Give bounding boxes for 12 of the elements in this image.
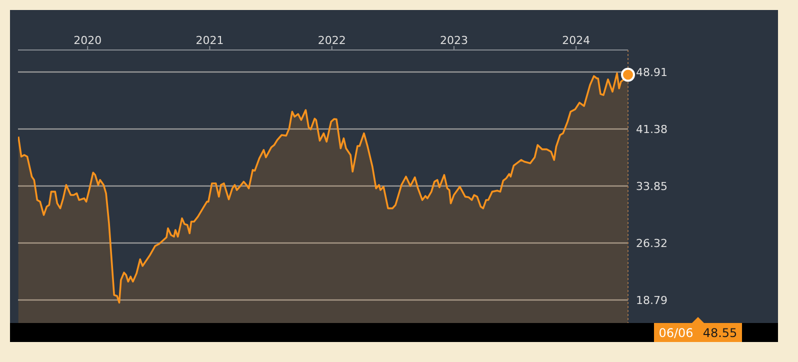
y-tick-label: 33.85: [636, 180, 668, 193]
y-tick-label: 18.79: [636, 294, 668, 307]
x-tick-label: 2021: [196, 34, 224, 47]
x-tick-label: 2020: [74, 34, 102, 47]
x-tick-label: 2022: [318, 34, 346, 47]
y-tick-label: 41.38: [636, 122, 668, 136]
x-tick-label: 2024: [562, 34, 590, 47]
text: 06/06: [658, 326, 694, 340]
text: 48.55: [702, 326, 738, 340]
x-tick-label: 2023: [440, 34, 468, 47]
y-tick-label: 48.91: [636, 66, 668, 79]
y-tick-label: 26.32: [636, 236, 668, 250]
